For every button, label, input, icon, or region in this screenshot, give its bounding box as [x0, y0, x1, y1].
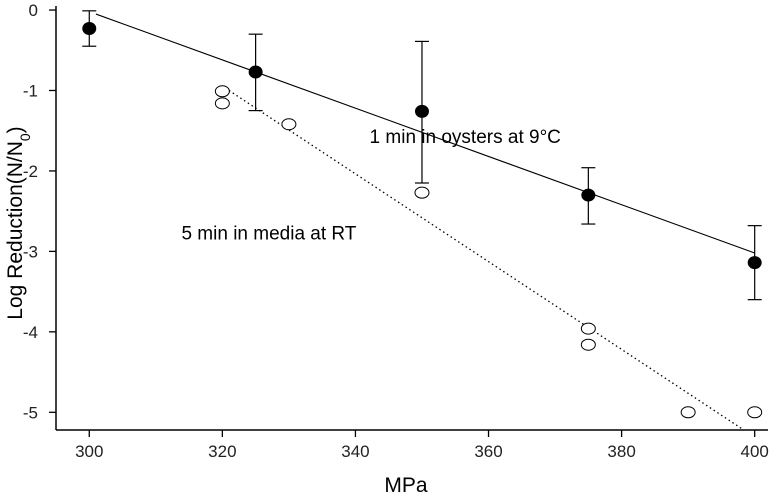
annotation-1: 5 min in media at RT: [181, 223, 356, 244]
axes: 300 320 340 360 380 400 0 -1 -2 -3 -4 -5: [23, 1, 769, 461]
y-tick-label: -2: [23, 162, 38, 181]
y-tick-label: 0: [29, 1, 38, 20]
fit-line-dotted: [228, 89, 742, 429]
open-point: [680, 406, 696, 419]
annotation-0: 1 min in oysters at 9°C: [370, 127, 561, 148]
fit-line-solid: [95, 13, 755, 254]
open-point: [281, 118, 297, 131]
filled-point: [82, 22, 97, 36]
fit-lines: [95, 13, 755, 429]
y-axis-title: Log Reduction(N/N0): [4, 126, 33, 319]
error-bars: [82, 10, 762, 301]
open-point: [214, 85, 230, 98]
x-tick-label: 340: [341, 442, 369, 461]
y-tick-label: -5: [23, 403, 38, 422]
open-point: [747, 406, 763, 419]
filled-point: [747, 256, 762, 270]
labels: MPa Log Reduction(N/N0) 1 min in oysters a…: [4, 126, 561, 497]
y-tick-label: -1: [23, 81, 38, 100]
x-axis-title: MPa: [384, 474, 428, 497]
y-axis-title-main: Log Reduction(N/N: [4, 141, 27, 320]
open-point: [580, 322, 596, 335]
filled-point: [414, 104, 429, 118]
filled-point: [248, 65, 263, 79]
y-tick-label: -3: [23, 242, 38, 261]
open-point: [414, 186, 430, 199]
open-point: [214, 97, 230, 110]
data-points: [82, 22, 763, 419]
x-tick-label: 320: [208, 442, 236, 461]
open-point: [580, 338, 596, 351]
y-axis-title-end: ): [4, 126, 27, 133]
x-tick-label: 300: [75, 442, 103, 461]
y-axis-title-subscript: 0: [17, 133, 33, 141]
x-tick-label: 380: [607, 442, 635, 461]
filled-point: [581, 188, 596, 202]
x-tick-label: 400: [741, 442, 769, 461]
x-tick-label: 360: [474, 442, 502, 461]
y-tick-label: -4: [23, 323, 38, 342]
